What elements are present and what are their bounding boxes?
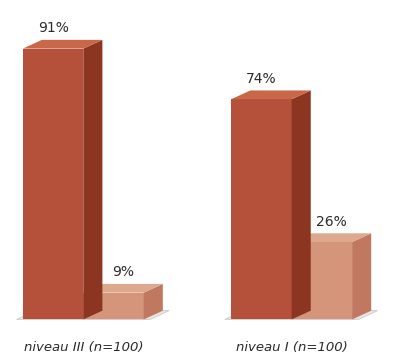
Bar (83, 293, 144, 319)
Bar (291, 242, 351, 319)
Text: 74%: 74% (245, 72, 276, 86)
Polygon shape (144, 284, 162, 319)
Polygon shape (231, 90, 310, 99)
Polygon shape (351, 233, 370, 319)
Polygon shape (224, 311, 377, 319)
Polygon shape (83, 40, 102, 319)
Polygon shape (23, 40, 102, 49)
Polygon shape (291, 90, 310, 319)
Bar (23, 49, 83, 319)
Text: 9%: 9% (112, 265, 134, 280)
Polygon shape (83, 284, 162, 293)
Text: niveau III (n=100): niveau III (n=100) (24, 341, 143, 354)
Bar (231, 99, 291, 319)
Text: 91%: 91% (38, 21, 68, 36)
Text: niveau I (n=100): niveau I (n=100) (235, 341, 347, 354)
Polygon shape (16, 311, 169, 319)
Polygon shape (291, 233, 370, 242)
Text: 26%: 26% (315, 215, 346, 229)
